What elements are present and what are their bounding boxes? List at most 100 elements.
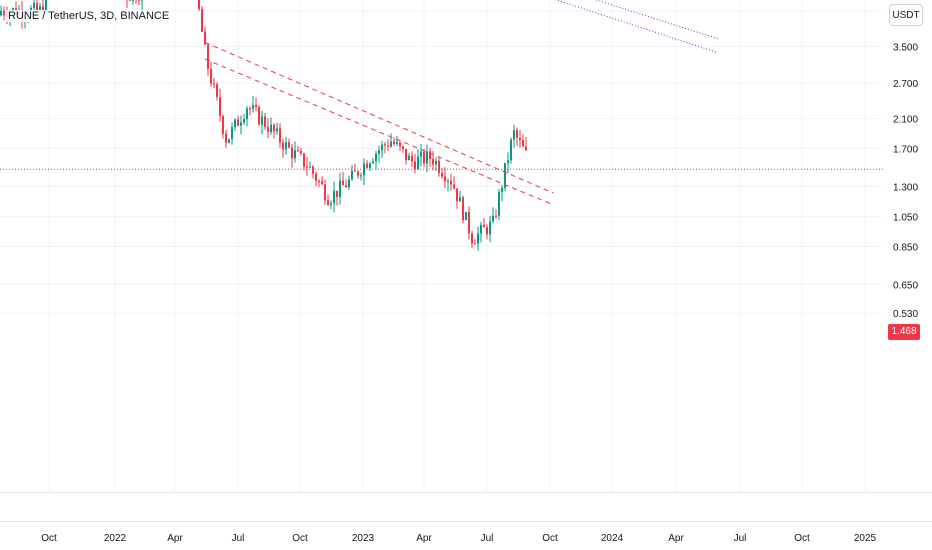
- candle-down: [414, 161, 416, 170]
- candle-up: [375, 153, 377, 162]
- candle-down: [321, 181, 323, 185]
- candle-down: [237, 119, 239, 126]
- currency-button[interactable]: USDT: [889, 4, 923, 26]
- candle-down: [522, 140, 524, 147]
- candle-down: [198, 0, 200, 9]
- x-tick-label: Oct: [41, 533, 57, 544]
- candle-up: [420, 151, 422, 157]
- x-tick-label: Apr: [668, 533, 684, 544]
- candle-down: [36, 2, 38, 11]
- candle-up: [492, 215, 494, 222]
- x-tick-label: Jul: [734, 533, 747, 544]
- candle-up: [390, 141, 392, 147]
- candle-up: [480, 224, 482, 234]
- candle-down: [291, 147, 293, 159]
- candle-down: [486, 227, 488, 235]
- x-tick-label: Apr: [167, 533, 183, 544]
- candle-down: [324, 184, 326, 201]
- candle-up: [504, 162, 506, 188]
- candle-down: [453, 184, 455, 189]
- y-tick-label: 0.650: [893, 280, 918, 291]
- candle-down: [282, 142, 284, 150]
- candle-up: [285, 142, 287, 150]
- candle-up: [408, 155, 410, 161]
- candle-up: [294, 150, 296, 159]
- candle-up: [477, 233, 479, 244]
- resistance-trendline[interactable]: [204, 41, 554, 194]
- candle-up: [240, 122, 242, 126]
- candle-up: [243, 119, 245, 123]
- candle-down: [471, 233, 473, 244]
- candle-down: [387, 145, 389, 147]
- candle-down: [315, 173, 317, 182]
- candle-down: [3, 11, 5, 16]
- candle-up: [339, 180, 341, 197]
- candle-down: [468, 212, 470, 234]
- y-tick-label: 1.700: [893, 144, 918, 155]
- x-tick-label: Oct: [794, 533, 810, 544]
- x-tick-label: 2022: [104, 533, 127, 544]
- candle-down: [456, 188, 458, 202]
- channel-trendline[interactable]: [82, 0, 718, 54]
- y-tick-label: 1.300: [893, 182, 918, 193]
- candle-up: [396, 142, 398, 145]
- candle-up: [309, 166, 311, 168]
- candle-up: [369, 163, 371, 168]
- candle-up: [141, 0, 143, 1]
- resistance-trendline[interactable]: [204, 58, 554, 206]
- candle-down: [384, 144, 386, 146]
- last-price-label: 1.468: [888, 324, 920, 340]
- candle-up: [348, 179, 350, 188]
- candle-down: [249, 108, 251, 110]
- candle-down: [222, 116, 224, 134]
- candle-down: [402, 146, 404, 150]
- x-tick-label: 2024: [601, 533, 624, 544]
- candle-down: [462, 197, 464, 221]
- price-axis[interactable]: [883, 0, 932, 550]
- y-tick-label: 0.530: [893, 309, 918, 320]
- y-tick-label: 2.100: [893, 115, 918, 126]
- candle-down: [519, 137, 521, 141]
- x-tick-label: Oct: [292, 533, 308, 544]
- candle-down: [300, 151, 302, 154]
- x-tick-label: Jul: [232, 533, 245, 544]
- candle-down: [474, 243, 476, 245]
- channel-trendline[interactable]: [82, 0, 718, 40]
- candle-down: [342, 180, 344, 186]
- candle-down: [216, 84, 218, 98]
- candle-up: [330, 203, 332, 205]
- candle-down: [357, 171, 359, 176]
- candle-down: [303, 153, 305, 167]
- candle-down: [516, 130, 518, 138]
- x-tick-label: Jul: [481, 533, 494, 544]
- candle-up: [378, 150, 380, 154]
- candle-up: [510, 139, 512, 161]
- candle-up: [45, 0, 47, 13]
- candle-down: [306, 166, 308, 168]
- candle-up: [507, 160, 509, 163]
- candle-up: [39, 6, 41, 11]
- candle-up: [501, 187, 503, 192]
- symbol-title: RUNE / TetherUS, 3D, BINANCE: [6, 10, 172, 22]
- candle-up: [459, 197, 461, 202]
- candle-down: [405, 149, 407, 161]
- x-tick-label: 2023: [352, 533, 375, 544]
- candle-down: [258, 107, 260, 125]
- candle-down: [312, 166, 314, 174]
- candle-down: [264, 116, 266, 127]
- candle-down: [525, 146, 527, 151]
- y-tick-label: 1.050: [893, 213, 918, 224]
- candle-up: [252, 105, 254, 109]
- candle-up: [261, 116, 263, 125]
- candle-up: [513, 130, 515, 140]
- candle-down: [204, 31, 206, 45]
- candle-down: [399, 142, 401, 147]
- candle-down: [273, 124, 275, 132]
- candle-up: [465, 212, 467, 221]
- candle-down: [138, 0, 140, 1]
- candle-down: [267, 126, 269, 132]
- candle-up: [447, 180, 449, 182]
- candle-down: [345, 185, 347, 188]
